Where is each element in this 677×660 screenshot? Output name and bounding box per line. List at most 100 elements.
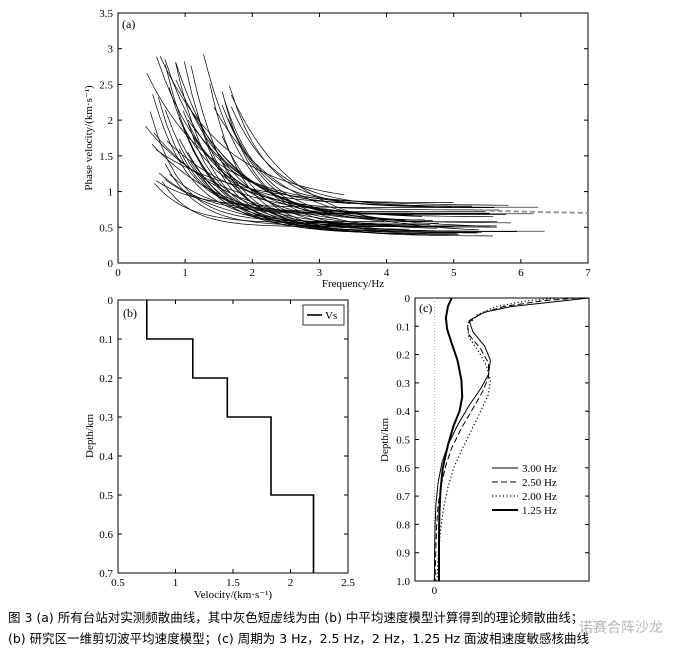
- dispersion-curve: [155, 180, 495, 208]
- a-xtick-label: 4: [384, 267, 390, 279]
- b-ytick-label: 0.3: [99, 412, 113, 424]
- dispersion-curve: [158, 172, 334, 216]
- dispersion-curve: [229, 85, 539, 208]
- a-xtick-label: 0: [115, 267, 121, 279]
- panel-b-series: [146, 300, 315, 573]
- a-ytick-label: 0: [108, 258, 114, 270]
- dispersion-curve: [213, 106, 490, 227]
- dispersion-curve: [155, 149, 509, 206]
- b-xtick-label: 2: [288, 577, 294, 589]
- vs-profile-line: [146, 300, 315, 573]
- b-xtick-label: 0.5: [111, 577, 125, 589]
- a-ytick-label: 3: [108, 44, 114, 56]
- a-xtick-label: 2: [250, 267, 256, 279]
- dispersion-curve: [224, 100, 454, 203]
- kernel-curve-125: [438, 297, 464, 581]
- figure: (a) 0 1 2 3 4 5 6 7 0 0.5 1 1.5 2 2.5 3 3.5 Frequency/H…: [83, 8, 591, 600]
- panel-c-legend: 3.00 Hz 2.50 Hz 2.00 Hz 1.25 Hz: [492, 463, 557, 517]
- kernel-curve-250: [434, 297, 578, 582]
- c-ytick-label: 0.6: [396, 463, 410, 475]
- c-ytick-label: 0.7: [396, 491, 410, 503]
- panel-a-xlabel: Frequency/Hz: [322, 278, 384, 290]
- dispersion-curve: [168, 87, 410, 230]
- panel-c: (c) 0 0.1 0.2 0.3 0.4 0.5 0.6 0.7 0.8 0.9 1.0 0 3.0…: [379, 293, 590, 597]
- caption-line-1: 图 3 (a) 所有台站对实测频散曲线，其中灰色短虚线为由 (b) 中平均速度模…: [8, 610, 584, 625]
- panel-c-frame: [414, 297, 590, 582]
- dispersion-curve: [164, 59, 472, 207]
- b-xtick-label: 1.5: [226, 577, 240, 589]
- a-ytick-label: 2: [108, 115, 114, 127]
- legend-label: 1.25 Hz: [522, 505, 557, 517]
- panel-b-xlabel: Velocity/(km·s⁻¹): [194, 589, 272, 600]
- legend-label-vs: Vs: [325, 310, 337, 322]
- dispersion-curve: [146, 72, 452, 208]
- panel-b-label: (b): [123, 306, 137, 320]
- panel-c-ylabel: Depth/km: [379, 418, 391, 462]
- panel-a-ticks: 0 1 2 3 4 5 6 7 0 0.5 1 1.5 2 2.5 3 3.5: [99, 8, 591, 279]
- dispersion-curve: [151, 144, 349, 225]
- dispersion-curve: [175, 62, 404, 233]
- b-ytick-label: 0.6: [99, 529, 113, 541]
- dispersion-curve: [230, 106, 435, 207]
- c-ytick-label: 0.9: [396, 548, 410, 560]
- dispersion-curve: [157, 97, 490, 214]
- dispersion-curve: [183, 61, 497, 227]
- dispersion-curve: [203, 54, 396, 230]
- panel-a-frame: [117, 12, 589, 264]
- kernel-curve-200: [436, 297, 559, 582]
- c-ytick-label: 0.5: [396, 435, 410, 447]
- a-xtick-label: 3: [317, 267, 323, 279]
- b-ytick-label: 0: [108, 295, 114, 307]
- c-ytick-label: 0.4: [396, 406, 410, 418]
- legend-label: 3.00 Hz: [522, 463, 557, 475]
- c-xtick-label: 0: [432, 585, 438, 597]
- dispersion-curve: [164, 64, 497, 228]
- panel-a-ylabel: Phase velocity/(km·s⁻¹): [83, 85, 95, 191]
- panel-a-label: (a): [122, 17, 135, 31]
- b-ytick-label: 0.7: [99, 568, 113, 580]
- a-ytick-label: 2.5: [99, 79, 113, 91]
- c-ytick-label: 1.0: [396, 576, 410, 588]
- dispersion-curve: [209, 83, 363, 228]
- dispersion-curve: [179, 138, 517, 232]
- panel-a: (a) 0 1 2 3 4 5 6 7 0 0.5 1 1.5 2 2.5 3 3.5 Frequency/H…: [83, 8, 591, 290]
- legend-label: 2.00 Hz: [522, 491, 557, 503]
- a-ytick-label: 1.5: [99, 151, 113, 163]
- panel-c-label: (c): [419, 301, 432, 315]
- b-ytick-label: 0.2: [99, 373, 113, 385]
- panel-b: (b) 0.5 1 1.5 2 2.5 0 0.1 0.2 0.3 0.4 0.5 0.6 0.7 Vs…: [84, 295, 355, 600]
- a-ytick-label: 1: [108, 187, 114, 199]
- dispersion-curve: [156, 56, 494, 218]
- theoretical-dispersion-curve: [473, 209, 589, 214]
- a-xtick-label: 6: [518, 267, 524, 279]
- panel-a-theoretical-curve: [473, 209, 589, 214]
- panel-b-legend-box: [302, 304, 345, 326]
- dispersion-curve: [189, 159, 341, 224]
- a-xtick-label: 1: [182, 267, 188, 279]
- panel-c-ticks: 0 0.1 0.2 0.3 0.4 0.5 0.6 0.7 0.8 0.9 1.0 0: [396, 293, 589, 597]
- a-xtick-label: 7: [585, 267, 591, 279]
- watermark: 诺赛合阵沙龙: [579, 620, 663, 636]
- b-xtick-label: 1: [173, 577, 179, 589]
- dispersion-curve: [188, 123, 534, 215]
- panel-c-series: [433, 297, 590, 582]
- c-ytick-label: 0.2: [396, 350, 410, 362]
- caption-line-2: (b) 研究区一维剪切波平均速度模型；(c) 周期为 3 Hz，2.5 Hz，2…: [8, 631, 590, 646]
- dispersion-curve: [190, 65, 427, 234]
- panel-a-dispersion-curves: [145, 54, 545, 237]
- panel-b-legend: Vs: [302, 304, 345, 326]
- c-ytick-label: 0.1: [396, 321, 410, 333]
- a-ytick-label: 3.5: [99, 8, 113, 20]
- c-ytick-label: 0.8: [396, 519, 410, 531]
- b-ytick-label: 0.4: [99, 451, 113, 463]
- dispersion-curve: [227, 172, 511, 224]
- panel-b-ylabel: Depth/km: [84, 414, 96, 458]
- kernel-curve-300: [433, 297, 590, 582]
- b-ytick-label: 0.5: [99, 490, 113, 502]
- b-ytick-label: 0.1: [99, 334, 113, 346]
- b-xtick-label: 2.5: [341, 577, 355, 589]
- a-ytick-label: 0.5: [99, 222, 113, 234]
- panel-b-ticks: 0.5 1 1.5 2 2.5 0 0.1 0.2 0.3 0.4 0.5 0.6 0.7: [99, 295, 355, 589]
- figure-caption: 图 3 (a) 所有台站对实测频散曲线，其中灰色短虚线为由 (b) 中平均速度模…: [8, 607, 670, 649]
- legend-label: 2.50 Hz: [522, 477, 557, 489]
